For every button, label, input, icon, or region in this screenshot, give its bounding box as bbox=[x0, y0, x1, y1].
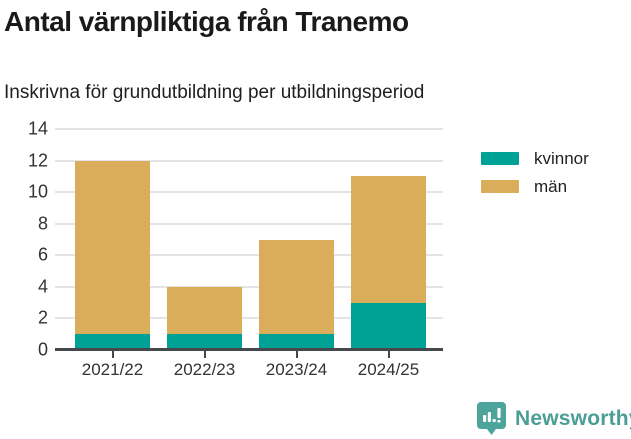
chart-subtitle: Inskrivna för grundutbildning per utbild… bbox=[4, 82, 425, 103]
gridline bbox=[55, 191, 443, 194]
x-tick bbox=[167, 351, 242, 358]
x-tick-label: 2023/24 bbox=[265, 360, 328, 379]
legend-item-man: män bbox=[481, 176, 589, 197]
y-axis-labels: 0 2 4 6 8 10 12 14 bbox=[0, 0, 48, 439]
x-tick bbox=[259, 351, 334, 358]
x-tick-label: 2022/23 bbox=[173, 360, 236, 379]
bar-segment-kvinnor-2021-22 bbox=[75, 334, 150, 350]
legend-swatch-man bbox=[481, 180, 519, 193]
y-tick-label: 6 bbox=[37, 244, 48, 265]
legend-label-kvinnor: kvinnor bbox=[534, 148, 589, 168]
x-tick-label: 2024/25 bbox=[357, 360, 420, 379]
bars-layer bbox=[58, 129, 443, 350]
bar-segment-man-2021-22 bbox=[75, 160, 150, 335]
y-tick-label: 14 bbox=[27, 118, 48, 139]
chart-title: Antal värnpliktiga från Tranemo bbox=[4, 6, 409, 37]
bar-2021-22 bbox=[75, 129, 150, 350]
gridline bbox=[55, 254, 443, 257]
x-tick-label: 2021/22 bbox=[81, 360, 144, 379]
bar-segment-man-2023-24 bbox=[259, 239, 334, 335]
newsworthy-brand-text: Newsworthy bbox=[515, 407, 631, 430]
gridline bbox=[55, 128, 443, 130]
y-tick-label: 4 bbox=[37, 276, 48, 297]
bar-2023-24 bbox=[259, 129, 334, 350]
bar-segment-kvinnor-2024-25 bbox=[351, 302, 426, 350]
x-axis-ticks bbox=[58, 351, 443, 358]
gridline bbox=[55, 159, 443, 162]
y-tick-label: 2 bbox=[37, 307, 48, 328]
legend-swatch-kvinnor bbox=[481, 152, 519, 165]
y-tick-label: 8 bbox=[37, 213, 48, 234]
newsworthy-brand: Newsworthy bbox=[477, 402, 631, 436]
bar-2024-25 bbox=[351, 129, 426, 350]
gridline bbox=[55, 317, 443, 320]
bar-segment-kvinnor-2022-23 bbox=[167, 334, 242, 350]
legend-label-man: män bbox=[534, 176, 568, 196]
legend-item-kvinnor: kvinnor bbox=[481, 148, 589, 169]
bar-segment-kvinnor-2023-24 bbox=[259, 334, 334, 350]
bar-segment-man-2024-25 bbox=[351, 176, 426, 303]
x-axis-line bbox=[55, 348, 443, 351]
legend: kvinnor män bbox=[481, 148, 589, 197]
gridline bbox=[55, 222, 443, 225]
x-axis-labels: 2021/22 2022/23 2023/24 2024/25 bbox=[58, 360, 443, 380]
gridline bbox=[55, 285, 443, 288]
bar-segment-man-2022-23 bbox=[167, 286, 242, 335]
y-tick-label: 10 bbox=[27, 181, 48, 202]
x-tick bbox=[75, 351, 150, 358]
y-tick-label: 0 bbox=[37, 339, 48, 360]
newsworthy-logo-icon bbox=[477, 402, 506, 435]
x-tick bbox=[351, 351, 426, 358]
bar-2022-23 bbox=[167, 129, 242, 350]
y-tick-label: 12 bbox=[27, 150, 48, 171]
plot-area bbox=[55, 128, 443, 350]
